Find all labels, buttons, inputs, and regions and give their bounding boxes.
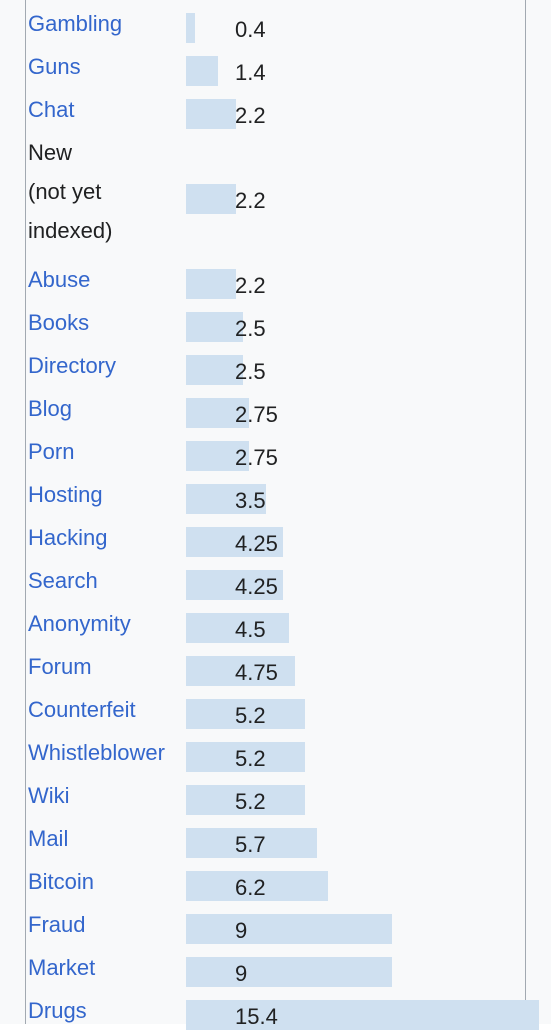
bar	[186, 742, 305, 772]
chart-row: Hosting 3.5	[26, 475, 551, 518]
bar	[186, 56, 218, 86]
chart-row: Guns 1.4	[26, 47, 551, 90]
chart-row: Search 4.25	[26, 561, 551, 604]
bar-value-label: 9	[235, 918, 248, 943]
chart-row: Chat 2.2	[26, 90, 551, 133]
bar	[186, 527, 283, 557]
bar	[186, 570, 283, 600]
chart-row: Forum 4.75	[26, 647, 551, 690]
category-label: (not yet	[28, 179, 102, 204]
bar-value-label: 4.5	[235, 617, 266, 642]
chart-row: Books 2.5	[26, 303, 551, 346]
bar-value-label: 4.75	[235, 660, 278, 685]
bar-value-label: 15.4	[235, 1004, 278, 1029]
chart-row: Porn 2.75	[26, 432, 551, 475]
chart-row: Drugs 15.4	[26, 991, 551, 1034]
bar-value-label: 3.5	[235, 488, 266, 513]
table-right-border	[525, 0, 526, 1024]
chart-row: Abuse 2.2	[26, 260, 551, 303]
category-link[interactable]: Forum	[28, 654, 92, 679]
chart-row: Whistleblower 5.2	[26, 733, 551, 776]
bar	[186, 484, 266, 514]
bar-value-label: 5.7	[235, 832, 266, 857]
bar	[186, 785, 305, 815]
category-link[interactable]: Counterfeit	[28, 697, 136, 722]
chart-row: Hacking 4.25	[26, 518, 551, 561]
bar-value-label: 2.5	[235, 316, 266, 341]
category-link[interactable]: Gambling	[28, 11, 123, 36]
bar	[186, 398, 249, 428]
bar-value-label: 5.2	[235, 703, 266, 728]
bar-value-label: 9	[235, 961, 248, 986]
bar-value-label: 2.2	[235, 103, 266, 128]
category-link[interactable]: Fraud	[28, 912, 86, 937]
category-link[interactable]: Directory	[28, 353, 117, 378]
bar	[186, 355, 243, 385]
chart-row: Blog 2.75	[26, 389, 551, 432]
bar	[186, 871, 328, 901]
bar-value-label: 2.75	[235, 445, 278, 470]
bar-value-label: 4.25	[235, 574, 278, 599]
chart-row: Anonymity 4.5	[26, 604, 551, 647]
chart-row: Gambling 0.4	[26, 4, 551, 47]
bar	[186, 957, 392, 987]
bar	[186, 184, 236, 214]
bar-value-label: 2.2	[235, 188, 266, 213]
category-label: New	[28, 140, 73, 165]
category-link[interactable]: Wiki	[28, 783, 70, 808]
category-link[interactable]: Drugs	[28, 998, 87, 1023]
category-link[interactable]: Hacking	[28, 525, 108, 550]
bar-value-label: 5.2	[235, 789, 266, 814]
chart-row: New (not yet indexed) 2.2	[26, 133, 551, 260]
category-link[interactable]: Blog	[28, 396, 73, 421]
table-left-border	[25, 0, 26, 1024]
category-link[interactable]: Books	[28, 310, 90, 335]
bar	[186, 699, 305, 729]
chart-row: Mail 5.7	[26, 819, 551, 862]
bar-value-label: 0.4	[235, 17, 266, 42]
chart-row: Counterfeit 5.2	[26, 690, 551, 733]
chart-row: Market 9	[26, 948, 551, 991]
chart-row: Directory 2.5	[26, 346, 551, 389]
bar	[186, 269, 236, 299]
category-link[interactable]: Chat	[28, 97, 75, 122]
category-link[interactable]: Guns	[28, 54, 81, 79]
bar	[186, 13, 195, 43]
chart-row: Wiki 5.2	[26, 776, 551, 819]
category-link[interactable]: Abuse	[28, 267, 91, 292]
bar	[186, 99, 236, 129]
bar	[186, 441, 249, 471]
category-link[interactable]: Search	[28, 568, 98, 593]
category-link[interactable]: Anonymity	[28, 611, 131, 636]
bar-value-label: 1.4	[235, 60, 266, 85]
category-link[interactable]: Market	[28, 955, 96, 980]
bar-value-label: 4.25	[235, 531, 278, 556]
bar-value-label: 2.2	[235, 273, 266, 298]
bar	[186, 312, 243, 342]
category-label: indexed)	[28, 218, 113, 243]
bar-value-label: 2.75	[235, 402, 278, 427]
bar	[186, 656, 295, 686]
chart-row: Bitcoin 6.2	[26, 862, 551, 905]
chart-row: Fraud 9	[26, 905, 551, 948]
bar-value-label: 2.5	[235, 359, 266, 384]
category-link[interactable]: Porn	[28, 439, 75, 464]
bar	[186, 613, 289, 643]
bar-value-label: 5.2	[235, 746, 266, 771]
category-link[interactable]: Hosting	[28, 482, 103, 507]
bar	[186, 914, 392, 944]
bar-value-label: 6.2	[235, 875, 266, 900]
category-link[interactable]: Bitcoin	[28, 869, 95, 894]
category-link[interactable]: Mail	[28, 826, 69, 851]
category-link[interactable]: Whistleblower	[28, 740, 165, 765]
bar	[186, 828, 317, 858]
